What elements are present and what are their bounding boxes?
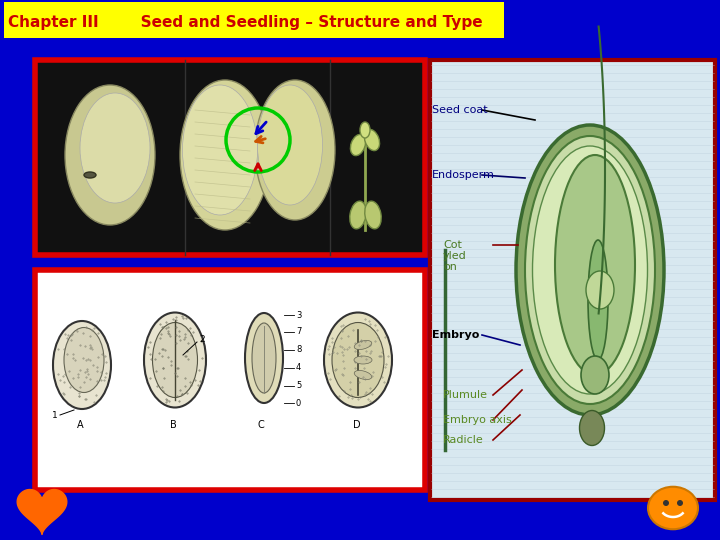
Text: 8: 8 [296,346,302,354]
Ellipse shape [533,146,647,394]
Text: Embryo axis: Embryo axis [443,415,512,425]
Ellipse shape [525,136,655,404]
Text: B: B [170,420,176,430]
Ellipse shape [252,323,276,393]
Text: Embryo: Embryo [432,330,480,340]
Ellipse shape [53,321,111,409]
Text: Seed coat: Seed coat [432,105,487,115]
Text: yled: yled [443,251,467,261]
Ellipse shape [364,130,379,151]
Ellipse shape [64,327,104,393]
Text: Endosperm: Endosperm [432,170,495,180]
Text: C: C [258,420,265,430]
Ellipse shape [84,172,96,178]
Ellipse shape [351,134,366,156]
Ellipse shape [80,93,150,203]
Text: Chapter III        Seed and Seedling – Structure and Type: Chapter III Seed and Seedling – Structur… [8,15,482,30]
Ellipse shape [182,85,258,215]
Ellipse shape [245,313,283,403]
Ellipse shape [144,313,206,408]
Text: 7: 7 [296,327,302,336]
Ellipse shape [648,487,698,529]
Ellipse shape [354,356,372,364]
Ellipse shape [354,370,372,380]
Ellipse shape [180,80,270,230]
Bar [35,60,425,255]
Ellipse shape [365,201,382,229]
Ellipse shape [586,271,614,309]
Ellipse shape [350,201,366,229]
Text: A: A [77,420,84,430]
Text: on: on [443,262,457,272]
Ellipse shape [580,410,605,445]
Circle shape [677,500,683,506]
Ellipse shape [360,122,370,138]
Text: 5: 5 [296,381,301,390]
Text: 0: 0 [296,399,301,408]
Circle shape [663,500,669,506]
Text: 4: 4 [296,363,301,373]
Ellipse shape [581,356,609,394]
Ellipse shape [588,240,608,360]
Polygon shape [17,490,67,535]
Ellipse shape [324,313,392,408]
Text: Plumule: Plumule [443,390,488,400]
Ellipse shape [258,85,323,205]
Ellipse shape [153,322,197,397]
Text: Cot: Cot [443,240,462,250]
Ellipse shape [354,341,372,349]
Text: 1: 1 [52,410,58,420]
Ellipse shape [65,85,155,225]
Bar [4,2,504,38]
Bar [430,60,715,500]
Ellipse shape [516,125,664,415]
Ellipse shape [555,155,635,375]
Text: 2: 2 [199,335,204,345]
Text: D: D [353,420,361,430]
Text: 3: 3 [296,310,302,320]
Ellipse shape [332,322,384,397]
Ellipse shape [255,80,335,220]
Bar [35,270,425,490]
Text: Radicle: Radicle [443,435,484,445]
